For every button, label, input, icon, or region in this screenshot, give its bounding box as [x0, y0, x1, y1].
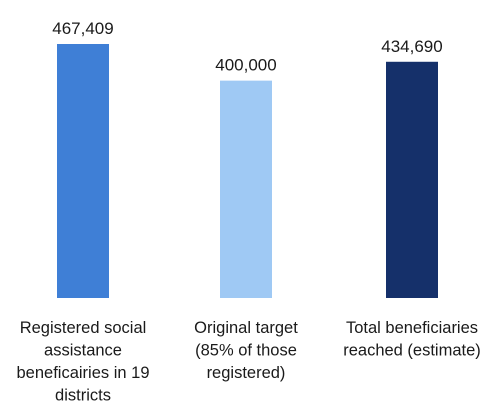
category-label-line: (85% of those — [195, 342, 297, 360]
category-label-line: beneficairies in 19 — [17, 364, 150, 382]
bar-3 — [386, 61, 438, 299]
category-label-line: reached (estimate) — [343, 342, 481, 360]
bar-value-label-3: 434,690 — [381, 37, 442, 56]
bar-2 — [220, 80, 272, 298]
category-label-1: Registered social assistance beneficairies… — [17, 319, 150, 405]
category-label-line: districts — [55, 387, 111, 405]
bar-value-label-2: 400,000 — [215, 56, 276, 75]
bar-1 — [57, 44, 109, 298]
bars-group — [57, 44, 438, 299]
category-label-line: Total beneficiaries — [346, 319, 478, 337]
bar-value-label-1: 467,409 — [52, 19, 113, 38]
category-label-line: Registered social — [20, 319, 147, 337]
category-label-line: assistance — [44, 342, 122, 360]
category-label-line: Original target — [194, 319, 298, 337]
category-labels-group: Registered social assistance beneficairies… — [17, 319, 481, 405]
category-label-3: Total beneficiaries reached (estimate) — [343, 319, 481, 360]
value-labels-group: 467,409 400,000 434,690 — [52, 19, 442, 75]
category-label-line: registered) — [207, 364, 286, 382]
category-label-2: Original target (85% of those registered) — [194, 319, 298, 382]
